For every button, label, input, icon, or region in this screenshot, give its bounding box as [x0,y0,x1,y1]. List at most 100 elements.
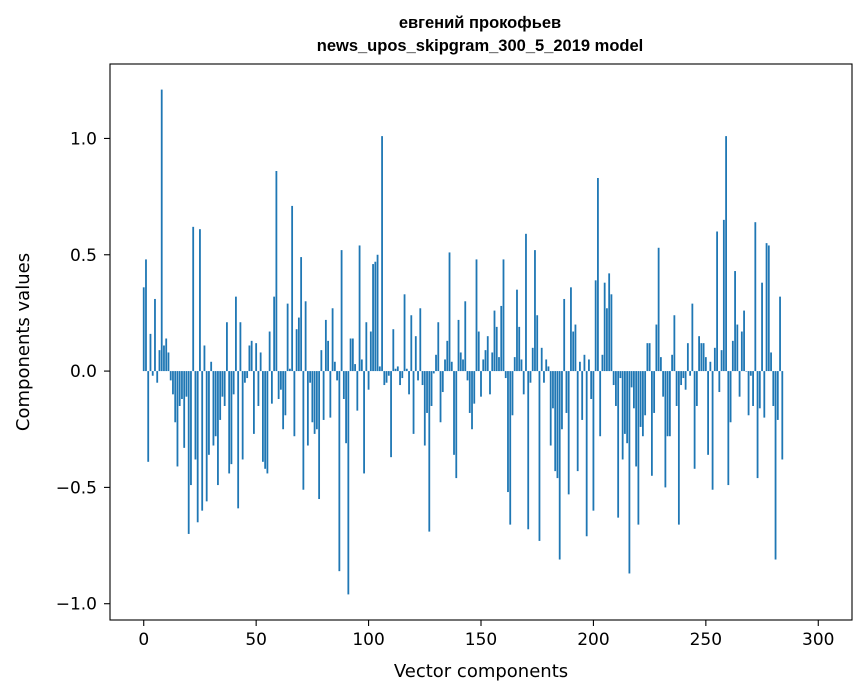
bar-267 [743,310,745,372]
bar-158 [498,357,500,372]
bar-25 [199,229,201,372]
bar-197 [585,371,588,537]
bar-264 [736,324,739,372]
bar-30 [210,361,213,372]
bar-182 [552,371,554,409]
bar-134 [444,359,446,372]
x-tick-label-100: 100 [352,630,384,650]
bar-190 [570,287,572,372]
bar-121 [414,336,417,372]
bar-5 [154,298,156,372]
bar-234 [668,371,671,437]
y-tick-label-3: 0.5 [70,246,97,266]
bar-36 [223,371,226,406]
bar-137 [450,361,453,372]
bar-102 [372,264,374,372]
bar-281 [774,371,777,560]
bar-162 [507,371,509,493]
bar-201 [594,280,597,372]
bar-166 [516,289,518,372]
bar-176 [538,371,541,541]
x-axis-label: Vector components [394,661,568,682]
bar-68 [295,329,298,372]
y-tick-label-0: −1.0 [56,595,97,615]
bar-248 [700,343,703,372]
bar-251 [707,371,709,455]
bar-205 [603,282,606,372]
bar-276 [763,371,766,418]
bar-4 [151,371,154,376]
bar-191 [572,331,575,372]
bar-193 [576,371,579,472]
bar-46 [246,371,249,379]
bar-40 [232,371,235,395]
bar-211 [617,371,620,518]
bar-111 [392,329,395,372]
bar-78 [318,371,321,500]
bar-34 [219,371,222,420]
bar-37 [226,322,228,372]
bar-3 [149,333,152,372]
bar-189 [567,371,570,495]
bar-21 [190,371,192,486]
bar-214 [624,371,626,434]
bar-69 [297,317,300,372]
chart-subtitle: news_upos_skipgram_300_5_2019 model [317,37,644,55]
bar-156 [493,310,496,372]
bar-266 [740,331,743,372]
bar-57 [270,371,273,404]
bar-12 [169,371,172,381]
bar-7 [158,350,161,372]
bar-160 [502,259,505,372]
x-tick-label-300: 300 [802,630,834,650]
bar-242 [686,343,689,372]
bar-96 [358,245,361,372]
bar-208 [610,294,613,372]
bar-130 [435,354,437,372]
bar-131 [437,322,440,372]
x-axis-ticks: 0 50 100 150 200 250 300 [138,620,834,650]
bar-272 [754,222,757,372]
bar-254 [713,347,716,372]
bar-85 [333,361,336,372]
bar-268 [745,371,748,372]
bar-112 [394,368,397,372]
bar-174 [534,250,536,372]
bar-147 [473,371,476,404]
bar-215 [626,371,629,444]
bar-213 [621,371,624,460]
bar-11 [167,352,170,372]
bar-265 [738,371,741,397]
bar-229 [657,247,660,372]
bar-207 [608,273,611,372]
bar-83 [329,371,332,418]
bar-260 [727,371,730,486]
bar-74 [309,371,312,383]
bar-149 [477,331,480,372]
bar-129 [432,371,435,374]
bar-271 [752,371,754,406]
bar-181 [549,371,552,446]
bar-175 [536,315,539,372]
bar-153 [486,336,489,372]
bar-107 [383,371,386,386]
bar-9 [163,345,165,372]
bar-42 [237,371,240,509]
bar-23 [194,371,197,460]
bar-6 [156,371,159,383]
bar-39 [230,371,233,465]
bar-232 [664,371,667,488]
bar-114 [399,371,401,386]
bar-120 [412,371,415,434]
bar-231 [662,371,665,397]
bar-200 [592,371,595,511]
bar-151 [482,359,485,372]
bar-257 [720,350,723,372]
bar-180 [547,366,550,372]
bar-195 [581,371,584,420]
bar-198 [588,359,590,372]
bar-116 [403,294,406,372]
bar-155 [491,352,494,372]
bar-159 [500,305,503,372]
